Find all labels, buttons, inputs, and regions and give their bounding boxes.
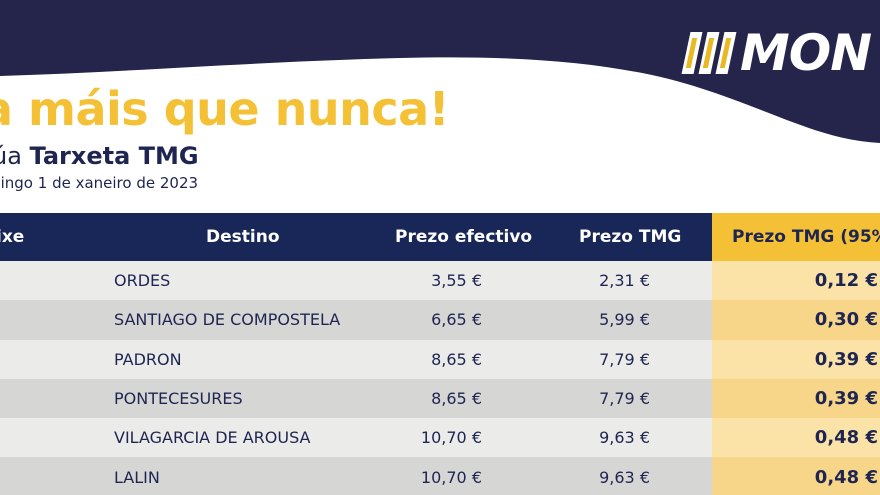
- cell-destino: ORDES: [114, 271, 171, 291]
- monbus-logo: MON: [681, 24, 872, 82]
- cell-prezo-tmg-95: 0,30 €: [814, 309, 878, 331]
- cell-destino: PADRON: [114, 349, 182, 369]
- highlight-column-cell-bg: [712, 300, 880, 340]
- cell-prezo-tmg: 7,79 €: [599, 349, 650, 369]
- cell-destino: PONTECESURES: [114, 389, 243, 409]
- header-col-viaxe: ixe: [0, 227, 25, 247]
- table-row: SANTIAGO DE COMPOSTELA 6,65 € 5,99 € 0,30 €: [0, 300, 880, 340]
- cell-prezo-efectivo: 10,70 €: [420, 467, 482, 487]
- subheading-prefix: úa: [0, 142, 22, 170]
- cell-destino: LALIN: [114, 467, 160, 487]
- cell-prezo-tmg-95: 0,39 €: [814, 348, 878, 370]
- cell-prezo-tmg-95: 0,12 €: [814, 270, 878, 292]
- header-destino: Destino: [206, 227, 280, 247]
- table-body: ORDES 3,55 € 2,31 € 0,12 € SANTIAGO DE COMPO…: [0, 261, 880, 495]
- cell-prezo-tmg: 9,63 €: [599, 467, 650, 487]
- header-prezo-tmg-95: Prezo TMG (95%: [712, 213, 880, 261]
- highlight-column-cell-bg: [712, 418, 880, 458]
- logo-stripes-icon: [681, 32, 737, 74]
- table-row: VILAGARCIA DE AROUSA 10,70 € 9,63 € 0,48 €: [0, 418, 880, 458]
- cell-prezo-efectivo: 10,70 €: [420, 428, 482, 448]
- cell-prezo-efectivo: 8,65 €: [431, 349, 482, 369]
- cell-prezo-tmg-95: 0,48 €: [814, 427, 878, 449]
- highlight-column-cell-bg: [712, 457, 880, 495]
- cell-prezo-tmg: 9,63 €: [599, 428, 650, 448]
- header-wave-background: [0, 0, 880, 143]
- table-header: ixe Destino Prezo efectivo Prezo TMG Pre…: [0, 213, 880, 261]
- cell-prezo-tmg: 7,79 €: [599, 389, 650, 409]
- cell-destino: SANTIAGO DE COMPOSTELA: [114, 310, 341, 330]
- cell-prezo-tmg-95: 0,48 €: [814, 466, 878, 488]
- cell-prezo-tmg: 2,31 €: [599, 271, 650, 291]
- subheading: úa Tarxeta TMG: [0, 144, 199, 168]
- cell-prezo-tmg-95: 0,39 €: [814, 388, 878, 410]
- table-row: LALIN 10,70 € 9,63 € 0,48 €: [0, 457, 880, 495]
- table-row: ORDES 3,55 € 2,31 € 0,12 €: [0, 261, 880, 301]
- header-prezo-tmg: Prezo TMG: [579, 227, 682, 247]
- cell-prezo-efectivo: 8,65 €: [431, 389, 482, 409]
- cell-prezo-tmg: 5,99 €: [599, 310, 650, 330]
- subheading-strong: Tarxeta TMG: [29, 142, 199, 170]
- price-table: ixe Destino Prezo efectivo Prezo TMG Pre…: [0, 213, 880, 495]
- cell-destino: VILAGARCIA DE AROUSA: [114, 428, 311, 448]
- cell-prezo-efectivo: 3,55 €: [431, 271, 482, 291]
- table-row: PONTECESURES 8,65 € 7,79 € 0,39 €: [0, 378, 880, 419]
- date-line: mingo 1 de xaneiro de 2023: [0, 174, 199, 192]
- highlight-column-cell-bg: [712, 261, 880, 301]
- table-row: PADRON 8,65 € 7,79 € 0,39 €: [0, 339, 880, 379]
- logo-text: MON: [740, 24, 872, 82]
- highlight-column-cell-bg: [712, 339, 880, 379]
- headline: a máis que nunca!: [0, 82, 450, 136]
- header-prezo-efectivo: Prezo efectivo: [395, 227, 533, 247]
- cell-prezo-efectivo: 6,65 €: [431, 310, 482, 330]
- highlight-column-cell-bg: [712, 378, 880, 419]
